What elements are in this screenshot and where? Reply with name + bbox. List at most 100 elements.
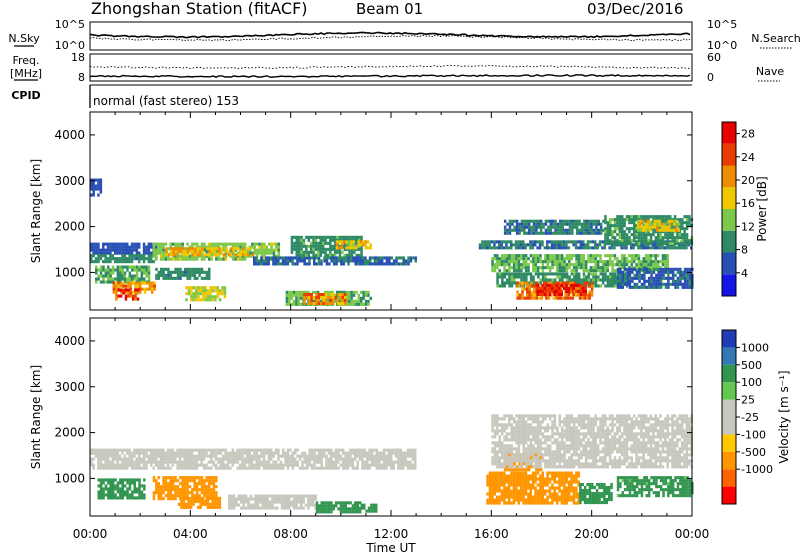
velocity-cell <box>411 451 415 455</box>
power-cell <box>331 247 334 251</box>
power-cell <box>92 260 95 264</box>
power-cell <box>225 250 228 254</box>
power-cell <box>561 272 564 276</box>
velocity-cell <box>247 497 250 501</box>
velocity-cell <box>500 474 504 478</box>
power-cell <box>288 296 291 300</box>
velocity-cell <box>397 460 400 464</box>
power-cell <box>529 240 532 244</box>
power-cell <box>332 256 336 260</box>
velocity-cell <box>327 504 331 508</box>
power-cell <box>255 256 258 260</box>
velocity-cell <box>186 494 189 498</box>
velocity-cell <box>265 451 268 455</box>
velocity-cell <box>217 457 220 461</box>
velocity-cell <box>106 448 110 452</box>
velocity-cell <box>247 503 250 507</box>
power-cell <box>191 242 194 246</box>
power-cell <box>343 290 346 294</box>
velocity-cell <box>198 494 201 498</box>
power-cell <box>555 240 559 244</box>
velocity-cell <box>205 463 208 467</box>
velocity-cell <box>406 460 410 464</box>
velocity-cell <box>366 466 369 470</box>
power-cell <box>213 250 216 254</box>
power-cell <box>635 215 638 219</box>
power-cell <box>193 273 197 277</box>
velocity-cell <box>515 489 518 493</box>
velocity-cell <box>157 494 160 498</box>
velocity-cell <box>224 466 227 470</box>
power-cell <box>604 284 607 288</box>
power-cell <box>577 254 581 258</box>
velocity-cell <box>318 454 321 458</box>
power-cell <box>263 257 266 261</box>
power-cell <box>297 250 301 254</box>
power-cell <box>181 270 185 274</box>
power-cell <box>625 242 629 246</box>
power-cell <box>657 279 660 283</box>
power-cell <box>159 254 163 258</box>
power-cell <box>367 240 370 244</box>
power-cell <box>524 254 528 258</box>
power-cell <box>628 273 632 277</box>
power-cell <box>646 222 649 226</box>
power-cell <box>367 293 370 297</box>
velocity-cell <box>253 454 256 458</box>
power-cell <box>608 254 612 258</box>
power-cell <box>493 240 496 244</box>
power-cell <box>270 245 273 249</box>
power-cell <box>222 242 225 246</box>
power-cell <box>548 283 551 287</box>
velocity-cell <box>242 503 245 507</box>
power-cell <box>344 302 347 306</box>
velocity-cell <box>143 496 146 500</box>
velocity-cell <box>155 491 158 495</box>
velocity-cell <box>409 454 412 458</box>
velocity-cell <box>210 482 213 486</box>
power-cell <box>649 257 653 261</box>
power-cell <box>537 225 540 229</box>
velocity-cell <box>232 500 236 504</box>
velocity-cell <box>258 466 261 470</box>
power-cell <box>573 275 576 279</box>
velocity-cell <box>278 497 281 501</box>
power-cell <box>604 215 607 219</box>
power-cell <box>176 254 180 258</box>
power-cell <box>567 289 571 293</box>
velocity-cell <box>512 498 516 502</box>
velocity-cell <box>254 494 257 498</box>
velocity-cell <box>349 507 352 511</box>
power-cell <box>657 233 660 237</box>
velocity-cell <box>414 457 417 461</box>
velocity-cell <box>414 451 417 455</box>
power-cell <box>613 284 617 288</box>
velocity-cell <box>327 451 331 455</box>
velocity-cell <box>397 451 400 455</box>
power-cell <box>608 257 612 261</box>
velocity-cell <box>102 448 105 452</box>
velocity-cell <box>219 463 223 467</box>
power-cell <box>246 250 250 254</box>
power-cell <box>362 293 365 297</box>
velocity-cell <box>295 503 298 507</box>
nave-tick-top: 60 <box>707 51 721 64</box>
velocity-cell <box>210 454 213 458</box>
velocity-cell <box>123 484 127 488</box>
power-cell <box>510 243 513 247</box>
velocity-cell <box>249 494 253 498</box>
power-cell <box>518 231 521 235</box>
velocity-cell <box>203 494 206 498</box>
power-cell <box>136 281 140 285</box>
power-cell <box>179 267 182 271</box>
power-cell <box>188 267 192 271</box>
velocity-cell <box>166 448 170 452</box>
power-cell <box>234 245 237 249</box>
velocity-cell <box>361 448 364 452</box>
velocity-cell <box>207 494 211 498</box>
power-cell <box>145 245 148 249</box>
power-cell <box>109 245 112 249</box>
power-cell <box>305 247 308 251</box>
velocity-cell <box>166 463 170 467</box>
power-cell <box>109 274 112 278</box>
